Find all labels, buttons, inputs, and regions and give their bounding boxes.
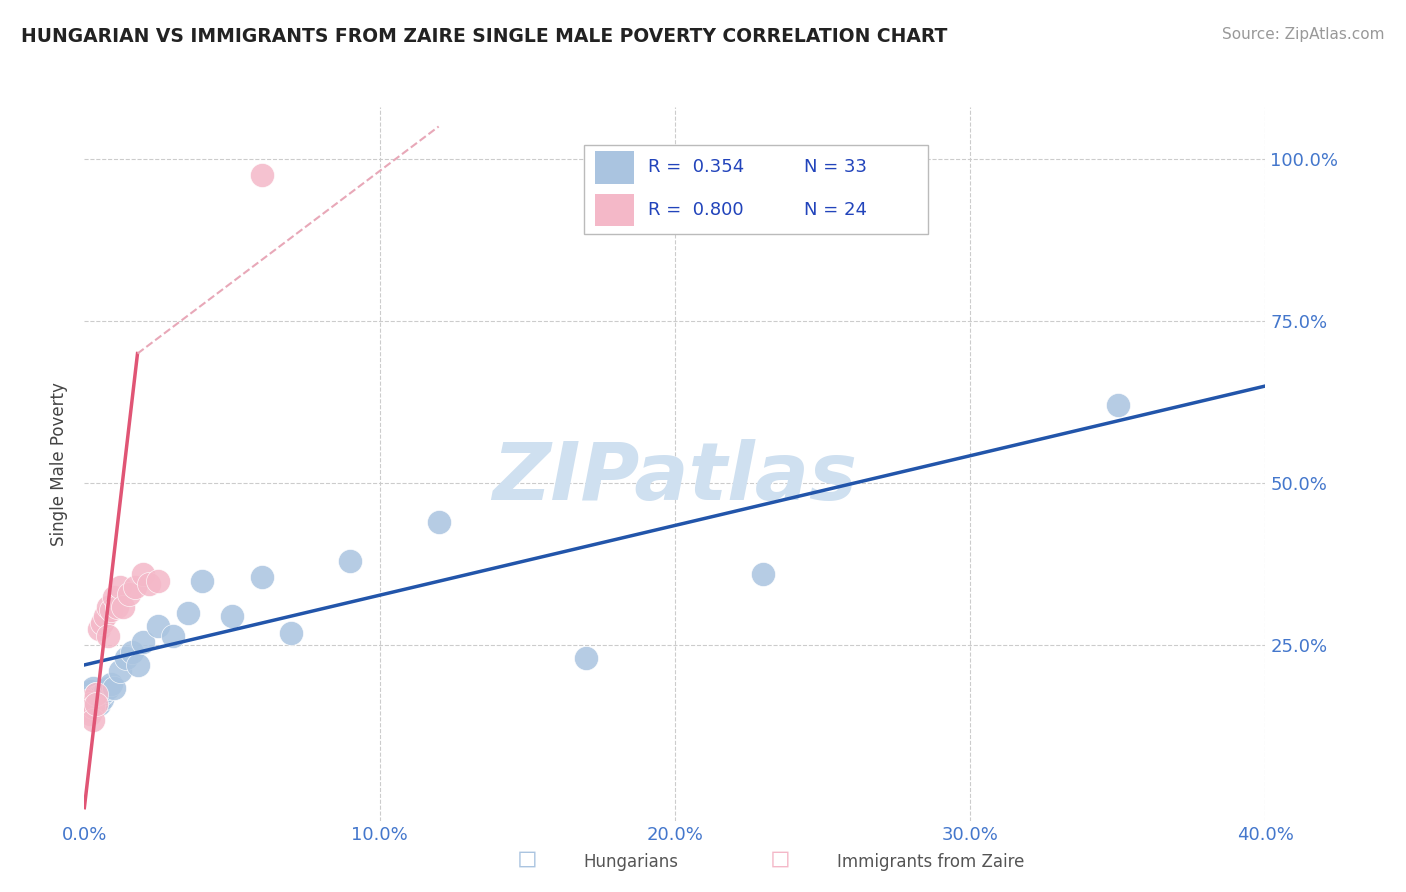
Point bbox=[84, 697, 107, 711]
Text: ◻: ◻ bbox=[770, 847, 790, 871]
Text: N = 24: N = 24 bbox=[804, 201, 866, 219]
Point bbox=[76, 703, 98, 717]
Point bbox=[79, 684, 101, 698]
Point bbox=[121, 645, 143, 659]
Text: R =  0.354: R = 0.354 bbox=[648, 158, 744, 176]
Point bbox=[97, 629, 120, 643]
Point bbox=[132, 635, 155, 649]
Point bbox=[162, 629, 184, 643]
Point bbox=[118, 586, 141, 600]
Point bbox=[221, 609, 243, 624]
Point bbox=[108, 580, 131, 594]
Point bbox=[114, 651, 136, 665]
Point bbox=[124, 580, 146, 594]
Point bbox=[191, 574, 214, 588]
Point bbox=[91, 687, 114, 701]
Point bbox=[132, 567, 155, 582]
Point bbox=[89, 622, 111, 636]
Point bbox=[76, 687, 98, 701]
Point bbox=[84, 687, 107, 701]
Point bbox=[111, 599, 134, 614]
FancyBboxPatch shape bbox=[595, 151, 634, 184]
Point bbox=[103, 681, 125, 695]
Point bbox=[103, 590, 125, 604]
Text: HUNGARIAN VS IMMIGRANTS FROM ZAIRE SINGLE MALE POVERTY CORRELATION CHART: HUNGARIAN VS IMMIGRANTS FROM ZAIRE SINGL… bbox=[21, 27, 948, 45]
Point bbox=[84, 687, 107, 701]
Text: Immigrants from Zaire: Immigrants from Zaire bbox=[837, 853, 1024, 871]
Point bbox=[94, 609, 117, 624]
Point bbox=[82, 713, 104, 727]
Point bbox=[105, 599, 128, 614]
Point bbox=[148, 619, 170, 633]
Point bbox=[91, 615, 114, 630]
Point bbox=[89, 689, 111, 703]
Point bbox=[79, 697, 101, 711]
Point bbox=[76, 693, 98, 707]
Point bbox=[752, 567, 775, 582]
Point bbox=[100, 603, 122, 617]
FancyBboxPatch shape bbox=[595, 194, 634, 227]
Point bbox=[79, 706, 101, 721]
Text: N = 33: N = 33 bbox=[804, 158, 866, 176]
Point bbox=[82, 693, 104, 707]
Text: ◻: ◻ bbox=[517, 847, 537, 871]
Point bbox=[339, 554, 361, 568]
Text: R =  0.800: R = 0.800 bbox=[648, 201, 744, 219]
Point bbox=[100, 677, 122, 691]
Point bbox=[427, 515, 450, 529]
Point bbox=[575, 651, 598, 665]
Text: Source: ZipAtlas.com: Source: ZipAtlas.com bbox=[1222, 27, 1385, 42]
Text: Hungarians: Hungarians bbox=[583, 853, 679, 871]
Point bbox=[138, 577, 160, 591]
Point bbox=[94, 684, 117, 698]
Point bbox=[89, 697, 111, 711]
Point bbox=[82, 681, 104, 695]
Y-axis label: Single Male Poverty: Single Male Poverty bbox=[51, 382, 69, 546]
Point bbox=[97, 681, 120, 695]
Point bbox=[84, 690, 107, 705]
Point bbox=[148, 574, 170, 588]
Text: ZIPatlas: ZIPatlas bbox=[492, 439, 858, 517]
Point bbox=[76, 693, 98, 707]
Point bbox=[250, 168, 273, 182]
Point bbox=[91, 691, 114, 706]
Point bbox=[280, 625, 302, 640]
Point bbox=[79, 690, 101, 705]
Point bbox=[82, 700, 104, 714]
Point bbox=[108, 665, 131, 679]
Point bbox=[97, 599, 120, 614]
FancyBboxPatch shape bbox=[583, 145, 928, 234]
Point bbox=[127, 657, 149, 672]
Point bbox=[177, 606, 200, 620]
Point bbox=[250, 570, 273, 584]
Point bbox=[1107, 399, 1129, 413]
